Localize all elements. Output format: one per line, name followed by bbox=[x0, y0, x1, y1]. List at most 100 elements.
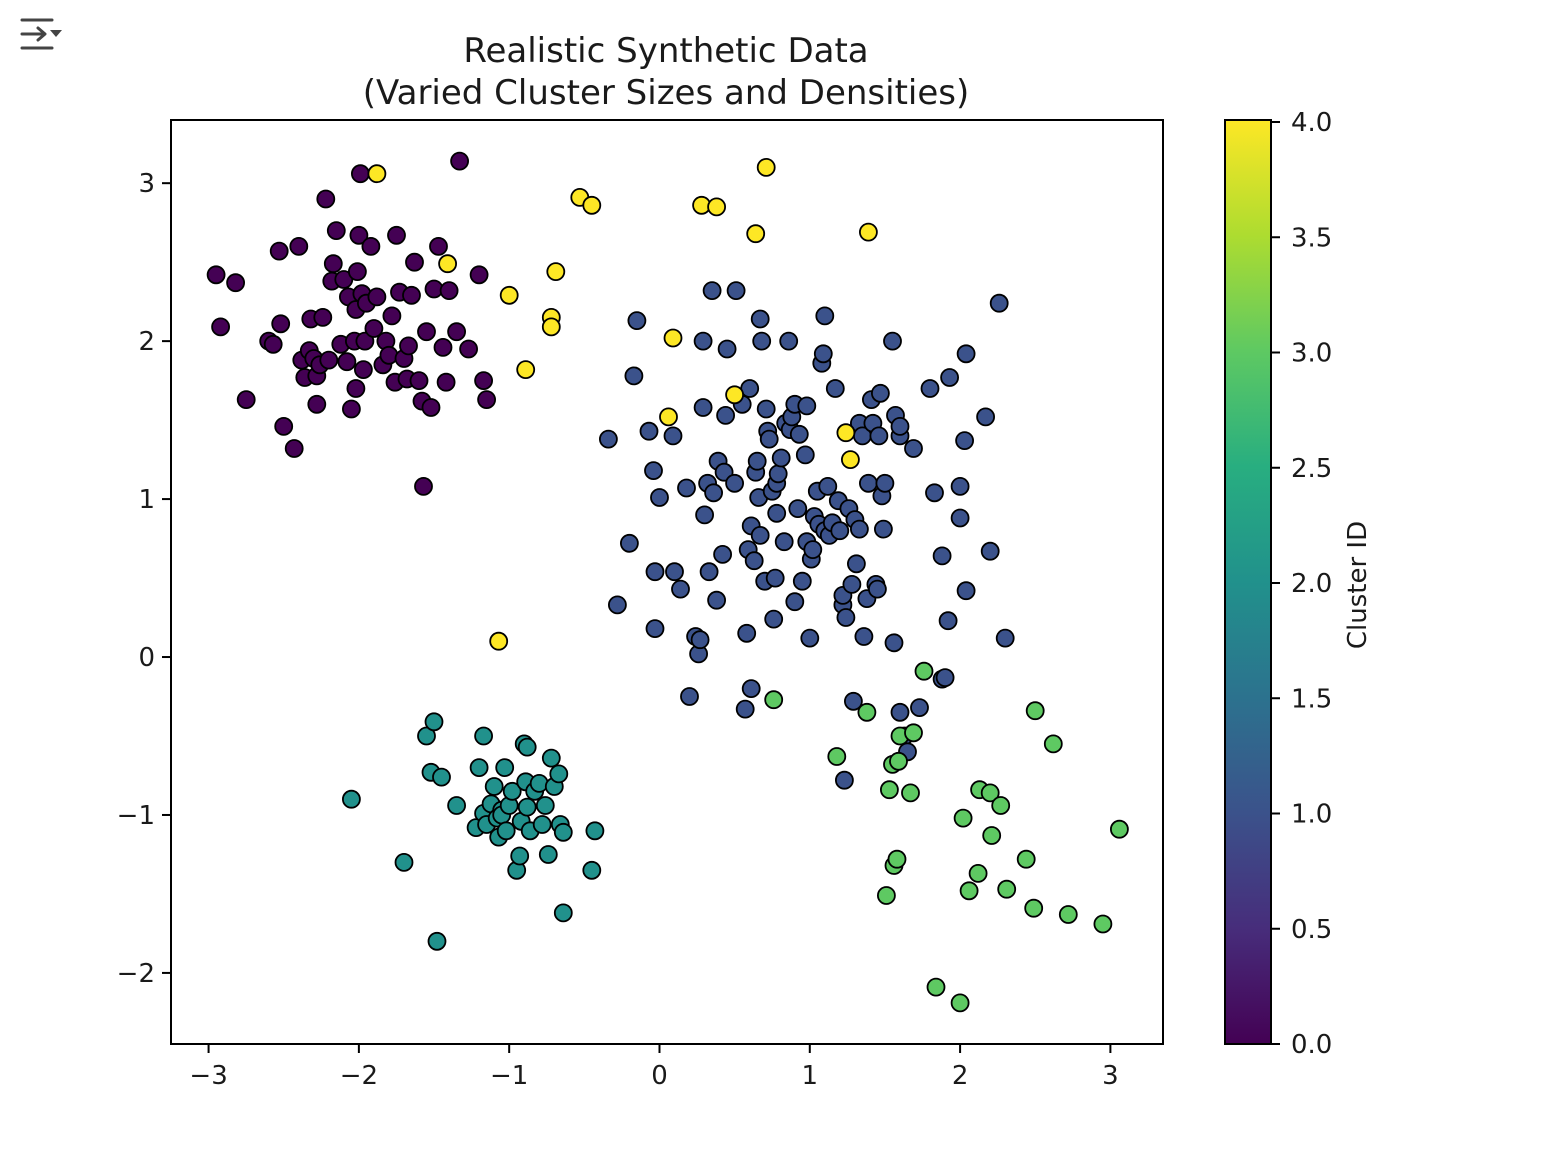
scatter-point-cluster-0 bbox=[319, 350, 339, 370]
colorbar bbox=[1224, 119, 1272, 1045]
scatter-point-cluster-1 bbox=[737, 623, 757, 643]
colorbar-tick-label: 0.5 bbox=[1291, 915, 1332, 945]
scatter-point-cluster-0 bbox=[367, 287, 387, 307]
scatter-point-cluster-0 bbox=[334, 270, 354, 289]
scatter-point-cluster-1 bbox=[955, 431, 974, 451]
scatter-point-cluster-1 bbox=[830, 521, 850, 541]
scatter-point-cluster-0 bbox=[387, 225, 406, 245]
scatter-point-cluster-0 bbox=[349, 225, 369, 245]
scatter-point-cluster-1 bbox=[765, 568, 785, 588]
scatter-point-cluster-0 bbox=[450, 151, 470, 171]
scatter-point-cluster-3 bbox=[968, 864, 988, 883]
scatter-point-cluster-1 bbox=[750, 526, 770, 545]
scatter-point-cluster-3 bbox=[1043, 734, 1063, 754]
scatter-point-cluster-0 bbox=[405, 252, 424, 272]
scatter-point-cluster-0 bbox=[206, 265, 226, 285]
scatter-point-cluster-1 bbox=[768, 464, 788, 484]
y-tick-label: −1 bbox=[117, 801, 155, 831]
scatter-point-cluster-1 bbox=[713, 545, 732, 564]
scatter-point-cluster-1 bbox=[695, 505, 714, 525]
scatter-point-cluster-1 bbox=[956, 344, 976, 364]
scatter-point-cluster-1 bbox=[788, 499, 808, 519]
scatter-point-cluster-0 bbox=[439, 281, 459, 301]
scatter-point-cluster-1 bbox=[744, 551, 764, 571]
scatter-point-cluster-0 bbox=[269, 241, 289, 261]
scatter-point-cluster-1 bbox=[844, 691, 863, 711]
scatter-point-cluster-1 bbox=[747, 451, 767, 471]
scatter-point-cluster-4 bbox=[756, 157, 776, 177]
scatter-point-cluster-0 bbox=[346, 379, 366, 398]
scatter-point-cluster-0 bbox=[469, 265, 489, 285]
colorbar-axis: 0.0 0.5 1.0 1.5 2.0 2.5 3.0 3.5 4.0 bbox=[1271, 108, 1332, 1060]
scatter-point-cluster-1 bbox=[735, 699, 755, 719]
scatter-point-cluster-1 bbox=[716, 405, 735, 425]
scatter-point-cluster-3 bbox=[904, 723, 923, 743]
scatter-point-cluster-1 bbox=[707, 590, 726, 610]
scatter-point-cluster-1 bbox=[693, 331, 713, 351]
colorbar-tick-label: 4.0 bbox=[1291, 108, 1332, 138]
scatter-point-cluster-1 bbox=[797, 396, 817, 416]
scatter-point-cluster-1 bbox=[779, 331, 799, 351]
scatter-point-cluster-2 bbox=[341, 789, 361, 809]
scatter-point-cluster-0 bbox=[347, 262, 367, 282]
scatter-point-cluster-1 bbox=[874, 519, 893, 539]
colorbar-tick-label: 0.0 bbox=[1291, 1030, 1332, 1060]
scatter-point-cluster-1 bbox=[599, 429, 618, 449]
scatter-point-cluster-0 bbox=[307, 394, 327, 414]
y-tick-label: 1 bbox=[138, 485, 155, 515]
scatter-point-cluster-0 bbox=[350, 164, 370, 184]
scatter-point-cluster-0 bbox=[436, 372, 456, 392]
scatter-point-cluster-1 bbox=[620, 533, 639, 553]
scatter-point-cluster-1 bbox=[789, 424, 809, 444]
scatter-point-cluster-0 bbox=[429, 236, 448, 256]
colorbar-tick-label: 1.5 bbox=[1291, 684, 1332, 714]
scatter-point-cluster-3 bbox=[877, 886, 896, 905]
scatter-point-cluster-4 bbox=[541, 317, 561, 337]
scatter-point-cluster-1 bbox=[890, 416, 910, 436]
scatter-point-cluster-0 bbox=[417, 322, 436, 342]
output-collapse-icon[interactable] bbox=[14, 12, 68, 56]
scatter-point-cluster-1 bbox=[940, 368, 959, 387]
scatter-point-cluster-2 bbox=[553, 903, 573, 923]
scatter-point-cluster-3 bbox=[1016, 849, 1036, 869]
scatter-point-cluster-3 bbox=[1093, 914, 1113, 934]
scatter-point-cluster-4 bbox=[663, 328, 683, 348]
x-tick-label: −2 bbox=[340, 1061, 378, 1091]
scatter-point-cluster-1 bbox=[608, 595, 627, 615]
scatter-point-cluster-2 bbox=[496, 821, 516, 841]
scatter-point-cluster-4 bbox=[367, 164, 387, 184]
scatter-point-cluster-2 bbox=[549, 764, 569, 784]
scatter-point-cluster-1 bbox=[976, 407, 995, 427]
scatter-point-cluster-4 bbox=[659, 407, 678, 427]
scatter-point-cluster-1 bbox=[639, 421, 659, 441]
colorbar-tick-label: 3.0 bbox=[1291, 339, 1332, 369]
scatter-point-cluster-1 bbox=[680, 687, 699, 706]
scatter-point-cluster-0 bbox=[211, 317, 231, 337]
scatter-point-cluster-1 bbox=[890, 702, 910, 722]
scatter-point-cluster-2 bbox=[510, 846, 530, 866]
scatter-point-cluster-1 bbox=[950, 476, 970, 496]
scatter-point-cluster-0 bbox=[289, 236, 309, 256]
scatter-point-cluster-4 bbox=[725, 385, 744, 405]
scatter-point-cluster-1 bbox=[690, 630, 710, 650]
scatter-point-cluster-1 bbox=[741, 679, 761, 698]
scatter-point-cluster-2 bbox=[394, 853, 414, 872]
scatter-point-cluster-1 bbox=[803, 540, 823, 559]
scatter-point-cluster-4 bbox=[489, 631, 509, 651]
scatter-point-cluster-2 bbox=[541, 748, 561, 768]
scatter-point-cluster-3 bbox=[889, 751, 908, 771]
scatter-point-cluster-4 bbox=[836, 423, 856, 443]
scatter-point-cluster-1 bbox=[935, 668, 955, 687]
scatter-point-cluster-0 bbox=[341, 399, 361, 419]
scatter-point-cluster-1 bbox=[726, 281, 746, 301]
scatter-point-cluster-1 bbox=[950, 508, 970, 528]
scatter-point-cluster-3 bbox=[914, 661, 934, 681]
scatter-point-cluster-2 bbox=[553, 822, 573, 842]
scatter-point-cluster-1 bbox=[868, 579, 887, 599]
scatter-point-cluster-1 bbox=[800, 628, 820, 648]
plot-area-frame bbox=[170, 119, 1164, 1045]
scatter-point-cluster-4 bbox=[546, 262, 566, 282]
scatter-point-cluster-3 bbox=[901, 783, 920, 803]
scatter-point-cluster-0 bbox=[326, 221, 346, 241]
scatter-point-cluster-1 bbox=[842, 575, 862, 594]
